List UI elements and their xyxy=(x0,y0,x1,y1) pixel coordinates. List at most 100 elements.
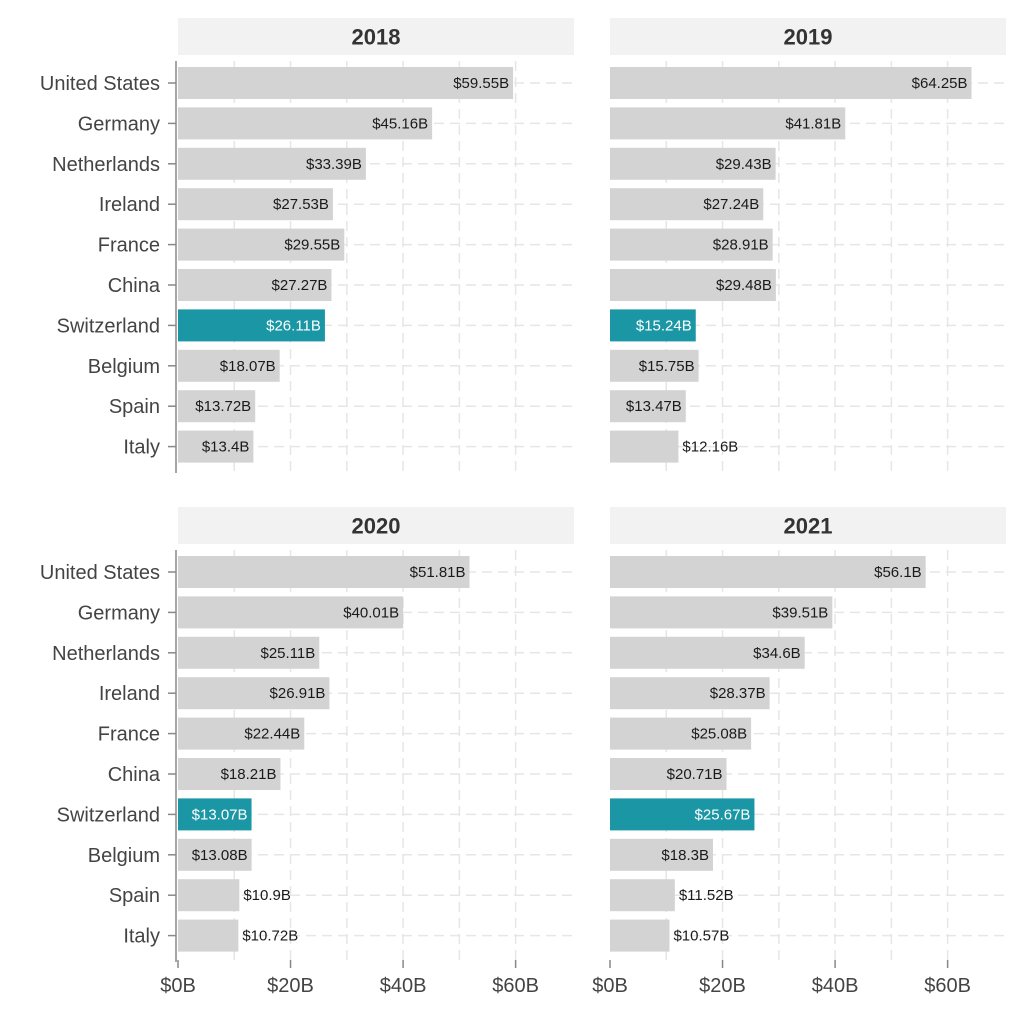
country-label: China xyxy=(108,275,161,297)
bar-france xyxy=(178,717,305,750)
data-label: $26.11B xyxy=(266,317,321,334)
panel-2019: 2019 $64.25B $41.81B $29.43B $27.24B $28.91B $… xyxy=(610,18,1006,471)
data-label: $13.08B xyxy=(192,847,248,864)
panel-2021: 2021 $56.1B $39.51B $34.6B $28.37B $25.08B $20… xyxy=(592,507,1006,997)
data-label: $13.72B xyxy=(195,398,251,415)
panel-title: 2018 xyxy=(352,25,401,50)
bar-ireland xyxy=(178,188,333,221)
data-label: $13.07B xyxy=(192,806,248,823)
country-label: Germany xyxy=(78,113,160,135)
data-label: $10.72B xyxy=(242,928,298,945)
data-label: $20.71B xyxy=(667,766,723,783)
data-label: $28.37B xyxy=(710,685,766,702)
country-label: Switzerland xyxy=(57,315,160,337)
bar-germany xyxy=(610,107,846,140)
panel-title: 2021 xyxy=(784,514,833,539)
bar-china xyxy=(178,758,281,790)
panel-header xyxy=(178,18,574,55)
bar-belgium xyxy=(610,349,699,382)
bar-spain xyxy=(178,390,256,423)
country-label: Netherlands xyxy=(52,643,160,665)
data-label: $13.47B xyxy=(626,398,682,415)
bar-china xyxy=(178,269,332,301)
bar-switzerland xyxy=(178,798,252,831)
data-label: $29.55B xyxy=(284,237,340,254)
data-label: $12.16B xyxy=(682,439,738,456)
data-label: $29.48B xyxy=(716,277,772,294)
data-label: $26.91B xyxy=(270,685,326,702)
country-label: Ireland xyxy=(99,194,160,216)
panel-title: 2019 xyxy=(784,25,833,50)
bar-united-states xyxy=(610,67,972,99)
country-label: China xyxy=(108,764,161,786)
data-label: $33.39B xyxy=(306,156,362,173)
x-tick-label: $0B xyxy=(160,975,196,997)
country-label: Ireland xyxy=(99,683,160,705)
bar-spain xyxy=(610,390,686,423)
data-label: $13.4B xyxy=(202,439,250,456)
bar-netherlands xyxy=(178,636,320,669)
bar-ireland xyxy=(610,188,764,221)
data-label: $10.9B xyxy=(243,887,291,904)
country-label: Germany xyxy=(78,602,160,624)
bar-france xyxy=(178,228,345,261)
bar-belgium xyxy=(178,349,280,382)
data-label: $15.75B xyxy=(639,358,695,375)
x-tick-label: $40B xyxy=(812,975,859,997)
bar-germany xyxy=(178,596,404,629)
data-label: $34.6B xyxy=(753,645,801,662)
bar-ireland xyxy=(610,677,770,710)
data-label: $25.08B xyxy=(691,726,747,743)
bar-spain xyxy=(178,879,240,912)
bar-france xyxy=(610,717,752,750)
panel-2018: 2018 $59.55B $45.16B $33.39B $27.53B $29.55B $… xyxy=(40,18,574,473)
bar-switzerland xyxy=(178,309,325,342)
bar-italy xyxy=(178,919,239,952)
data-label: $27.24B xyxy=(703,196,759,213)
country-label: United States xyxy=(40,562,160,584)
data-label: $25.67B xyxy=(695,806,751,823)
country-label: Spain xyxy=(109,396,160,418)
bar-netherlands xyxy=(610,147,776,180)
data-label: $25.11B xyxy=(261,645,316,662)
data-label: $56.1B xyxy=(874,564,922,581)
data-label: $18.07B xyxy=(220,358,276,375)
data-label: $11.52B xyxy=(679,887,734,904)
x-tick-label: $20B xyxy=(699,975,746,997)
bar-china xyxy=(610,269,776,301)
country-label: Spain xyxy=(109,885,160,907)
country-label: Belgium xyxy=(88,845,160,867)
data-label: $64.25B xyxy=(912,75,968,92)
bar-united-states xyxy=(178,67,514,99)
data-label: $22.44B xyxy=(244,726,300,743)
country-label: France xyxy=(98,235,160,257)
bar-france xyxy=(610,228,773,261)
data-label: $18.21B xyxy=(221,766,277,783)
data-label: $15.24B xyxy=(636,317,692,334)
data-label: $41.81B xyxy=(785,115,841,132)
panel-header xyxy=(178,507,574,544)
panel-title: 2020 xyxy=(352,514,401,539)
panel-header xyxy=(610,507,1006,544)
data-label: $51.81B xyxy=(410,564,466,581)
bar-italy xyxy=(610,919,670,952)
x-tick-label: $0B xyxy=(592,975,628,997)
panel-header xyxy=(610,18,1006,55)
x-tick-label: $20B xyxy=(267,975,314,997)
country-label: Switzerland xyxy=(57,804,160,826)
bar-netherlands xyxy=(178,147,366,180)
data-label: $45.16B xyxy=(372,115,428,132)
country-label: Belgium xyxy=(88,356,160,378)
bar-netherlands xyxy=(610,636,805,669)
bar-united-states xyxy=(610,556,926,588)
bar-italy xyxy=(610,430,679,463)
bar-ireland xyxy=(178,677,330,710)
data-label: $59.55B xyxy=(453,75,509,92)
x-tick-label: $60B xyxy=(492,975,539,997)
data-label: $27.27B xyxy=(272,277,328,294)
bar-switzerland xyxy=(610,798,755,831)
x-tick-label: $40B xyxy=(380,975,427,997)
bar-spain xyxy=(610,879,675,912)
bar-china xyxy=(610,758,727,790)
